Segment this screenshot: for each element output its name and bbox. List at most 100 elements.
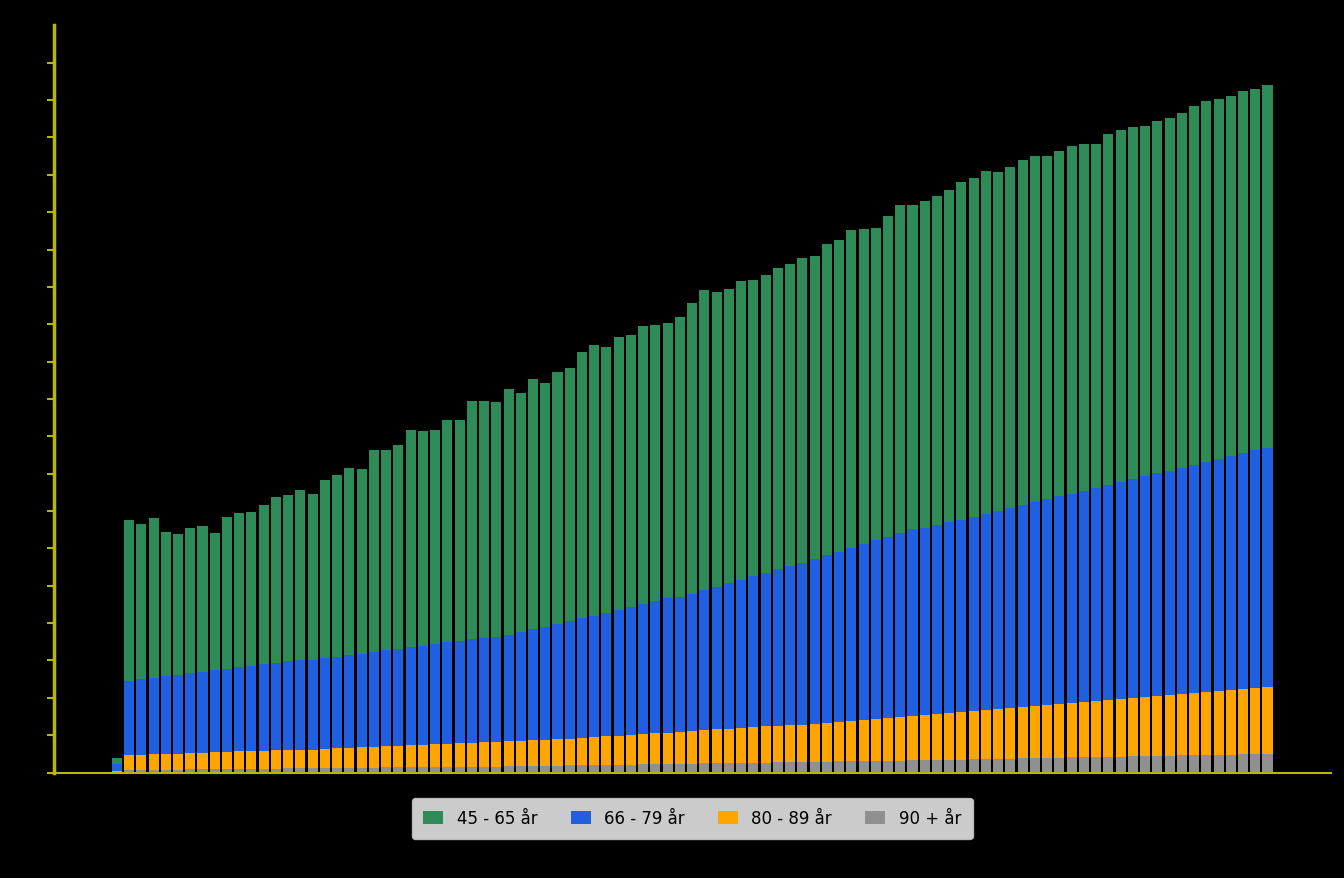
Bar: [883, 761, 892, 773]
Bar: [552, 766, 563, 773]
Bar: [406, 647, 415, 745]
Bar: [320, 768, 329, 773]
Bar: [382, 767, 391, 773]
Bar: [161, 532, 171, 676]
Bar: [602, 765, 612, 773]
Bar: [835, 722, 844, 761]
Bar: [246, 769, 257, 773]
Bar: [466, 402, 477, 639]
Bar: [124, 680, 134, 755]
Bar: [430, 767, 439, 773]
Bar: [124, 755, 134, 770]
Bar: [1042, 156, 1052, 500]
Bar: [1116, 699, 1126, 757]
Bar: [124, 520, 134, 680]
Bar: [614, 765, 624, 773]
Bar: [1091, 757, 1101, 773]
Bar: [1116, 131, 1126, 483]
Bar: [993, 709, 1003, 759]
Bar: [761, 727, 770, 763]
Bar: [382, 450, 391, 651]
Bar: [931, 760, 942, 773]
Bar: [785, 566, 796, 725]
Bar: [552, 372, 563, 624]
Bar: [382, 746, 391, 767]
Bar: [173, 770, 183, 773]
Bar: [1030, 156, 1040, 503]
Bar: [1189, 693, 1199, 755]
Bar: [907, 206, 918, 529]
Bar: [332, 768, 343, 773]
Bar: [749, 763, 758, 773]
Bar: [749, 281, 758, 577]
Bar: [907, 716, 918, 760]
Bar: [981, 759, 991, 773]
Bar: [1226, 690, 1235, 755]
Bar: [1116, 757, 1126, 773]
Bar: [320, 480, 329, 658]
Bar: [687, 764, 698, 773]
Bar: [577, 738, 587, 766]
Bar: [161, 770, 171, 773]
Bar: [161, 754, 171, 770]
Bar: [394, 767, 403, 773]
Bar: [1202, 102, 1211, 463]
Bar: [1005, 168, 1016, 508]
Bar: [821, 556, 832, 723]
Bar: [773, 726, 782, 762]
Bar: [895, 717, 906, 760]
Bar: [663, 599, 673, 733]
Bar: [442, 744, 453, 767]
Bar: [258, 665, 269, 751]
Bar: [835, 552, 844, 722]
Bar: [492, 766, 501, 773]
Bar: [504, 390, 513, 635]
Bar: [564, 739, 575, 766]
Bar: [1238, 454, 1249, 689]
Bar: [478, 638, 489, 743]
Bar: [1152, 474, 1163, 696]
Bar: [1202, 463, 1211, 692]
Bar: [1214, 459, 1223, 691]
Bar: [883, 537, 892, 718]
Bar: [821, 245, 832, 556]
Bar: [931, 526, 942, 714]
Bar: [1262, 448, 1273, 687]
Bar: [1189, 465, 1199, 693]
Bar: [124, 770, 134, 773]
Bar: [234, 752, 245, 769]
Bar: [394, 446, 403, 649]
Bar: [737, 763, 746, 773]
Bar: [344, 768, 355, 773]
Bar: [1226, 457, 1235, 690]
Bar: [430, 644, 439, 745]
Bar: [1140, 127, 1150, 477]
Bar: [871, 719, 880, 761]
Bar: [210, 752, 220, 769]
Bar: [638, 734, 648, 765]
Bar: [1164, 756, 1175, 773]
Bar: [296, 768, 305, 773]
Bar: [1128, 698, 1138, 757]
Bar: [198, 752, 207, 769]
Bar: [1005, 759, 1016, 773]
Bar: [356, 469, 367, 654]
Bar: [663, 323, 673, 599]
Bar: [1177, 114, 1187, 468]
Bar: [737, 282, 746, 580]
Bar: [478, 743, 489, 766]
Bar: [173, 753, 183, 770]
Bar: [602, 348, 612, 613]
Bar: [271, 498, 281, 663]
Bar: [504, 766, 513, 773]
Bar: [284, 662, 293, 750]
Bar: [969, 179, 978, 517]
Bar: [871, 541, 880, 719]
Bar: [516, 766, 526, 773]
Bar: [895, 205, 906, 533]
Bar: [945, 759, 954, 773]
Bar: [785, 762, 796, 773]
Bar: [589, 766, 599, 773]
Bar: [981, 515, 991, 710]
Bar: [454, 744, 465, 766]
